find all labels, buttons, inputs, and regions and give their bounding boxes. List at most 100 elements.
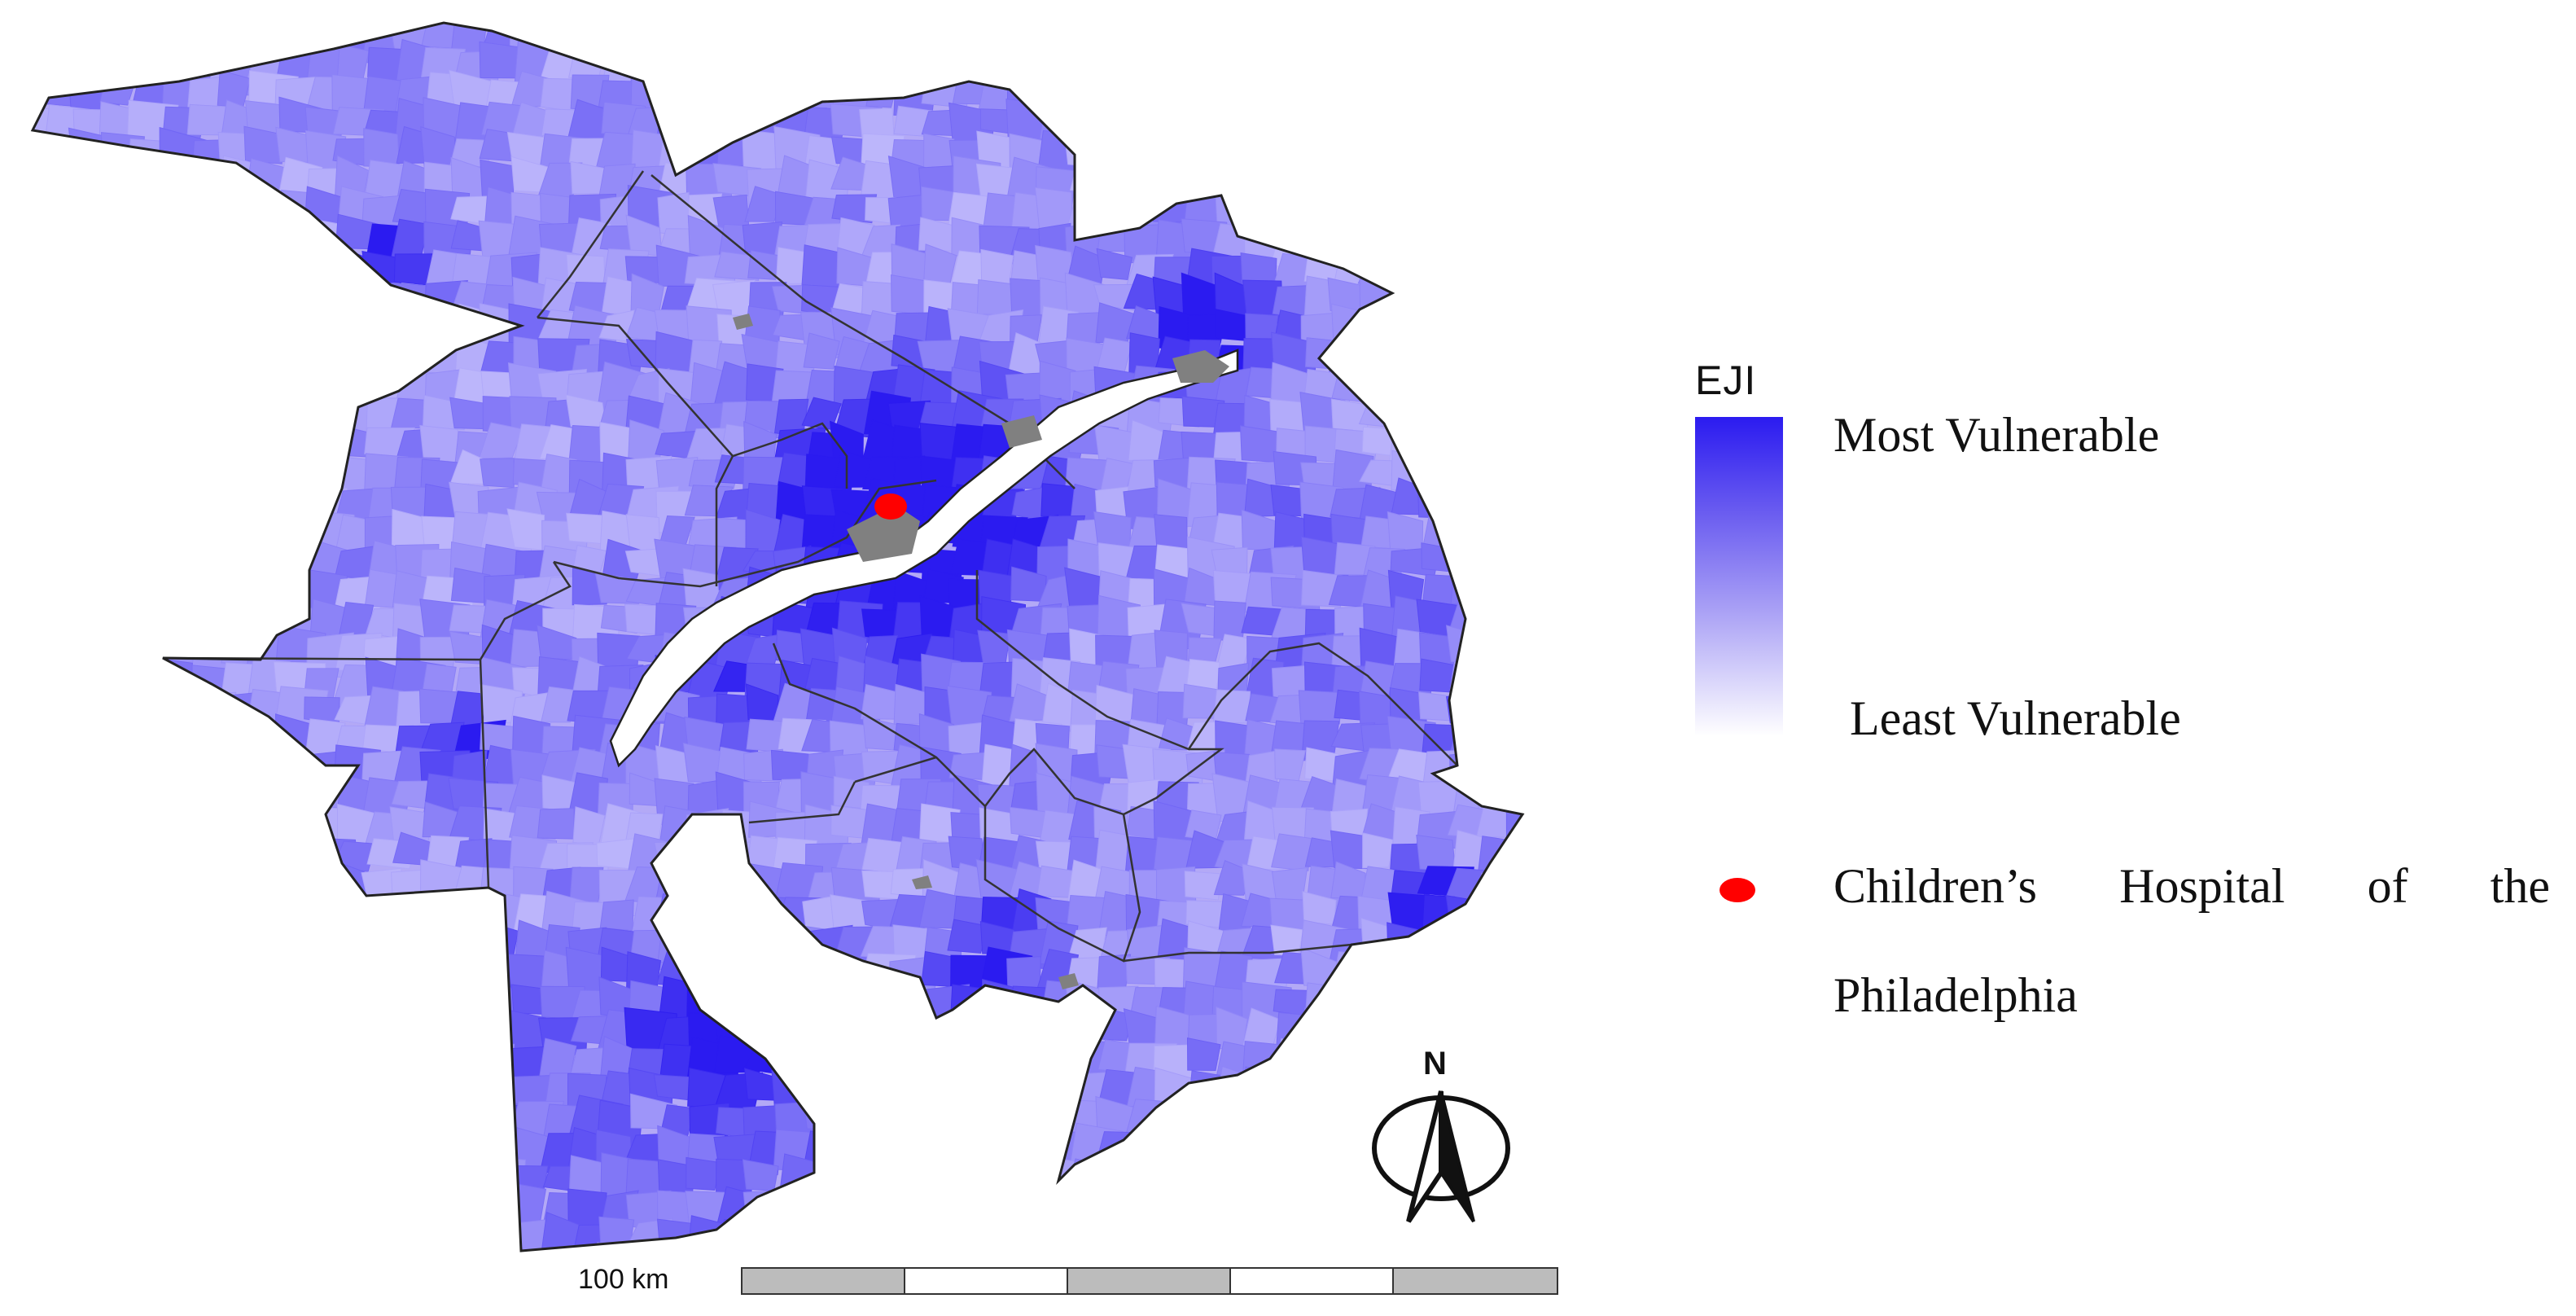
census-tract	[275, 1131, 324, 1164]
census-tract	[1477, 109, 1513, 141]
census-tract	[33, 478, 65, 529]
census-tract	[42, 224, 89, 257]
census-tract	[392, 1186, 432, 1223]
census-tract	[1446, 694, 1492, 726]
census-tract	[1275, 1011, 1312, 1062]
census-tract	[1245, 1156, 1288, 1196]
census-tract	[982, 1124, 1032, 1176]
census-tract	[69, 862, 103, 913]
census-tract	[1095, 23, 1148, 58]
census-tract	[187, 1190, 226, 1235]
census-tract	[683, 77, 730, 107]
census-tract	[248, 227, 295, 256]
census-tract	[33, 724, 44, 761]
census-tract	[248, 419, 299, 472]
census-tract	[450, 918, 498, 972]
census-tract	[1419, 23, 1457, 67]
census-tract	[1243, 1222, 1281, 1251]
census-tract	[129, 568, 170, 621]
census-tract	[219, 1009, 269, 1048]
census-tract	[68, 1098, 116, 1149]
census-tract	[190, 1103, 240, 1138]
census-tract	[1474, 682, 1522, 736]
census-tract	[1040, 1156, 1089, 1201]
census-tract	[305, 888, 349, 925]
census-tract	[714, 976, 769, 1019]
census-tract	[334, 313, 374, 349]
census-tract	[1422, 72, 1469, 116]
census-tract	[1450, 568, 1495, 608]
census-tract	[126, 189, 182, 226]
census-tract	[221, 245, 252, 296]
census-tract	[45, 401, 92, 435]
census-tract	[334, 1011, 377, 1060]
census-tract	[157, 1160, 202, 1194]
census-tract	[157, 838, 212, 870]
census-tract	[594, 572, 640, 604]
census-tract	[335, 1099, 385, 1147]
census-tract	[42, 309, 85, 353]
legend-high-label: Most Vulnerable	[1833, 408, 2160, 462]
census-tract	[1185, 1095, 1229, 1134]
census-tract	[99, 509, 148, 558]
census-tract	[367, 1094, 419, 1131]
census-tract	[1481, 603, 1514, 644]
census-tract	[1536, 311, 1572, 350]
census-tract	[363, 1073, 413, 1107]
census-tract	[1270, 23, 1316, 50]
census-tract	[187, 1041, 232, 1073]
census-tract	[184, 1156, 223, 1200]
census-tract	[1153, 23, 1210, 46]
census-tract	[746, 952, 791, 994]
census-tract	[830, 23, 883, 60]
census-tract	[220, 608, 264, 637]
census-tract	[1505, 543, 1522, 588]
census-tract	[771, 1190, 810, 1232]
census-tract	[778, 1153, 830, 1205]
census-tract	[43, 491, 80, 520]
census-tract	[71, 712, 106, 757]
census-tract	[1040, 76, 1085, 112]
census-tract	[188, 691, 237, 736]
hospital-legend-icon	[1720, 878, 1755, 902]
census-tract	[191, 665, 228, 706]
census-tract	[1358, 311, 1402, 353]
census-tract	[1069, 1216, 1115, 1251]
census-tract	[69, 252, 115, 299]
census-tract	[187, 542, 237, 585]
census-tract	[68, 278, 109, 323]
census-tract	[712, 952, 760, 993]
census-tract	[1448, 309, 1495, 348]
census-tract	[1446, 279, 1486, 319]
census-tract	[68, 602, 120, 649]
census-tract	[1479, 510, 1520, 545]
census-tract	[185, 195, 228, 230]
hospital-label-word: Children’s	[1833, 859, 2037, 913]
census-tract	[335, 1067, 375, 1103]
scale-segment	[905, 1269, 1068, 1293]
census-tract	[1416, 834, 1457, 871]
census-tract	[188, 251, 230, 289]
census-tract	[1182, 105, 1234, 150]
census-tract	[1509, 515, 1522, 558]
census-tract	[1479, 951, 1520, 994]
census-tract	[1537, 364, 1575, 397]
census-tract	[303, 1124, 361, 1168]
census-tract	[39, 1072, 79, 1118]
census-tract	[1534, 1189, 1575, 1222]
census-tract	[305, 373, 344, 402]
census-tract	[1475, 425, 1511, 476]
census-tract	[1509, 574, 1522, 621]
census-tract	[129, 23, 174, 63]
census-tract	[1182, 23, 1226, 64]
census-tract	[184, 1012, 221, 1057]
census-tract	[1535, 781, 1587, 822]
census-tract	[1010, 1074, 1043, 1120]
census-tract	[1448, 23, 1489, 64]
census-tract	[1124, 77, 1164, 106]
census-tract	[1421, 427, 1470, 458]
census-tract	[308, 1105, 342, 1135]
census-tract	[1242, 128, 1293, 179]
census-tract	[334, 1160, 375, 1198]
